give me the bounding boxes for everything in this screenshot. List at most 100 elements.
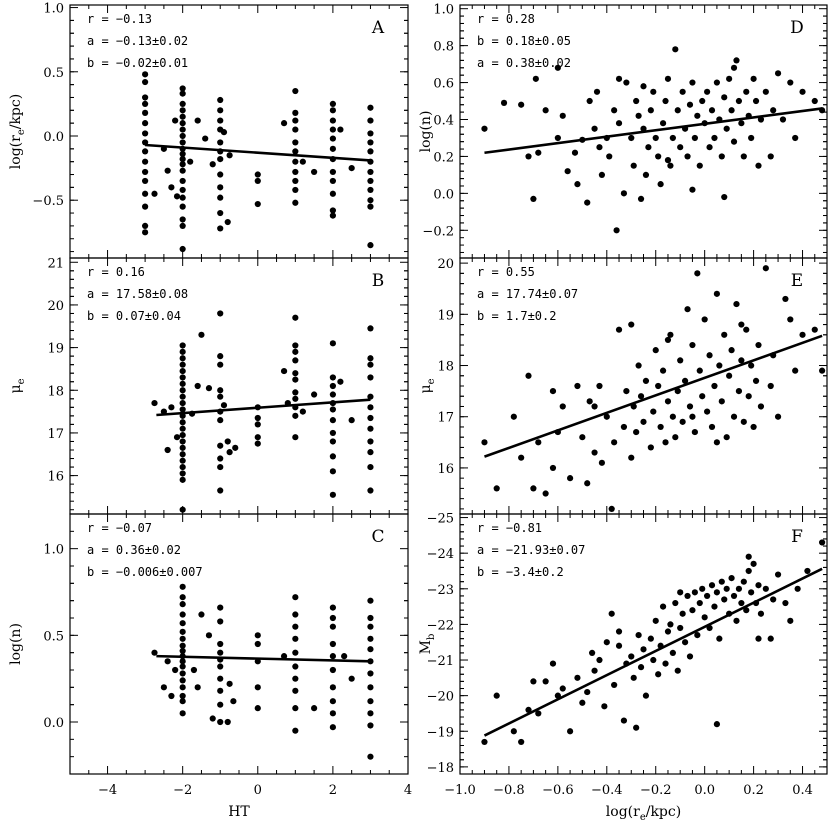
panel-letter: B: [372, 271, 385, 291]
data-point: [367, 414, 374, 422]
data-point: [179, 113, 186, 120]
data-point: [142, 120, 149, 127]
data-point: [686, 403, 694, 410]
data-point: [679, 88, 686, 95]
label-subscript: e: [16, 378, 27, 384]
data-point: [598, 459, 606, 466]
data-point: [733, 617, 740, 624]
x-tick-label: 0.2: [743, 783, 764, 798]
data-point: [179, 387, 186, 394]
data-point: [194, 382, 201, 390]
data-point: [179, 658, 186, 665]
data-point: [179, 393, 186, 400]
data-point: [217, 640, 224, 648]
data-point: [205, 385, 213, 392]
data-point: [655, 671, 662, 678]
data-point: [142, 168, 149, 176]
data-point: [151, 399, 158, 407]
y-axis-label: log(n): [8, 623, 24, 665]
data-point: [745, 567, 752, 575]
data-point: [669, 649, 676, 657]
label-base: log(n): [8, 623, 24, 665]
data-point: [179, 594, 186, 601]
data-point: [348, 165, 355, 172]
data-point: [799, 331, 806, 338]
data-point: [217, 107, 224, 114]
data-point: [674, 107, 681, 114]
label-base: μ: [8, 384, 24, 393]
data-point: [620, 717, 628, 724]
data-point: [337, 378, 344, 385]
data-point: [179, 647, 186, 655]
data-point: [217, 417, 224, 424]
data-point: [713, 721, 721, 728]
data-point: [292, 139, 299, 146]
data-point: [329, 145, 336, 152]
data-point: [615, 642, 623, 649]
data-point: [493, 692, 500, 699]
data-point: [750, 560, 757, 567]
data-point: [723, 125, 730, 132]
data-point: [620, 190, 628, 197]
data-point: [640, 646, 647, 653]
data-point: [179, 457, 186, 464]
data-point: [608, 610, 615, 617]
data-point: [179, 684, 186, 691]
data-point: [757, 610, 765, 617]
data-point: [220, 129, 228, 136]
data-point: [217, 487, 224, 494]
data-point: [542, 107, 549, 114]
data-point: [755, 341, 762, 349]
data-point: [179, 506, 186, 513]
data-point: [694, 631, 701, 639]
data-point: [518, 454, 525, 461]
stat-line: a = 0.38±0.02: [477, 56, 571, 70]
data-point: [179, 132, 186, 140]
data-point: [767, 382, 774, 390]
data-point: [367, 597, 374, 604]
data-point: [721, 193, 728, 201]
data-point: [367, 186, 374, 194]
data-point: [280, 120, 288, 127]
data-point: [735, 585, 743, 592]
data-point: [743, 607, 750, 614]
data-point: [699, 97, 706, 105]
y-tick-label: −24: [427, 547, 454, 562]
data-point: [787, 79, 794, 86]
stat-line: r = −0.81: [477, 521, 542, 535]
stat-line: b = 0.07±0.04: [87, 309, 181, 323]
data-point: [525, 153, 532, 160]
data-point: [677, 624, 684, 632]
panel-letter: D: [790, 18, 804, 38]
data-point: [481, 125, 488, 132]
data-point: [708, 107, 716, 114]
data-point: [684, 153, 691, 160]
data-point: [655, 382, 662, 390]
data-point: [642, 171, 650, 178]
data-point: [525, 706, 532, 713]
y-tick-label: 1.0: [43, 2, 64, 17]
data-point: [217, 96, 224, 104]
stat-line: b = −3.4±0.2: [477, 565, 564, 579]
data-point: [142, 148, 149, 155]
panel-letter: F: [791, 527, 803, 547]
data-point: [367, 130, 374, 137]
data-point: [728, 575, 735, 582]
data-point: [672, 434, 679, 441]
data-point: [179, 186, 186, 194]
data-point: [726, 75, 733, 82]
data-point: [179, 463, 186, 471]
label-base: log(r: [8, 135, 24, 169]
data-point: [329, 406, 336, 413]
y-tick-label: −0.5: [32, 194, 64, 209]
data-point: [179, 107, 186, 114]
x-tick-label: −4: [98, 783, 117, 798]
data-point: [664, 157, 672, 164]
data-point: [179, 611, 186, 618]
stat-line: r = −0.07: [87, 521, 152, 535]
data-point: [179, 670, 186, 677]
data-point: [142, 203, 149, 210]
data-point: [329, 724, 336, 731]
y-tick-label: 16: [437, 462, 454, 477]
data-point: [329, 684, 336, 691]
